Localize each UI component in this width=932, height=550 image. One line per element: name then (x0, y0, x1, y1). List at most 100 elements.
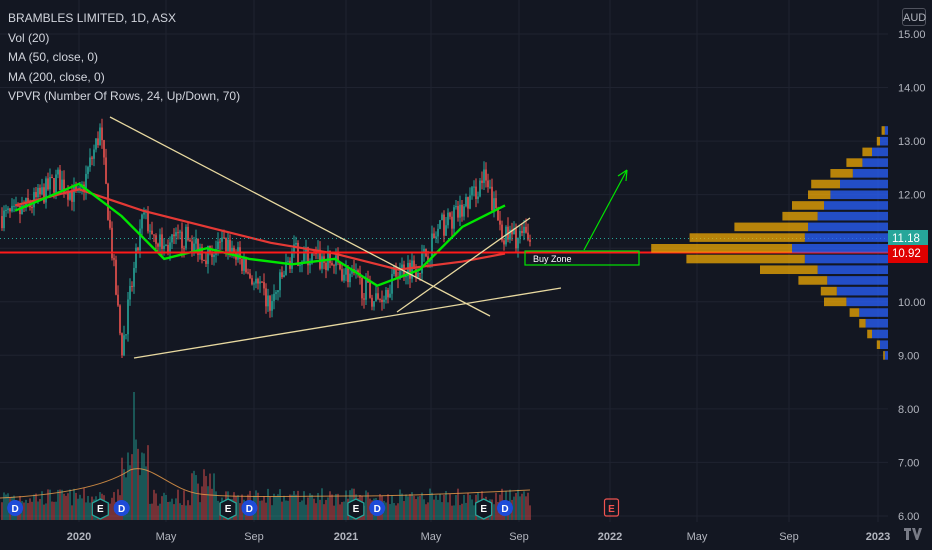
volume-bar (63, 493, 65, 520)
vpvr-row-up (862, 158, 888, 167)
volume-bar (523, 491, 525, 520)
candle-body (43, 187, 45, 203)
volume-bar (313, 498, 315, 520)
candle-body (395, 265, 397, 277)
candle-body (485, 169, 487, 181)
candle-body (201, 247, 203, 261)
legend-volume[interactable]: Vol (20) (8, 30, 50, 45)
y-tick-label: 14.00 (898, 83, 926, 95)
candle-body (225, 237, 227, 252)
candle-body (439, 220, 441, 229)
candle-body (205, 260, 207, 264)
candle-body (437, 228, 439, 237)
candle-body (453, 207, 455, 229)
volume-bar (301, 500, 303, 520)
candle-body (457, 206, 459, 218)
candle-body (185, 226, 187, 249)
vpvr-row-up (836, 286, 888, 296)
vpvr-row-down (859, 318, 866, 328)
candle-body (97, 138, 99, 146)
candle-body (187, 226, 189, 241)
candle-body (455, 206, 457, 208)
vpvr-row-up (827, 276, 888, 285)
volume-bar (143, 453, 145, 520)
volume-bar (53, 501, 55, 520)
candle-body (333, 265, 335, 267)
candle-body (193, 243, 195, 253)
candle-body (133, 268, 135, 287)
volume-bar (151, 503, 153, 520)
volume-bar (39, 498, 41, 520)
candle-body (121, 333, 123, 356)
candle-body (345, 267, 347, 275)
volume-bar (517, 489, 519, 520)
volume-bar (237, 495, 239, 520)
volume-bar (285, 500, 287, 520)
candle-body (197, 238, 199, 255)
candle-body (51, 177, 53, 179)
candle-body (45, 178, 47, 203)
volume-bar (527, 492, 529, 520)
vpvr-row-down (824, 297, 847, 307)
candle-body (191, 241, 193, 253)
candle-body (303, 253, 305, 262)
volume-bar (333, 505, 335, 520)
legend-ma50[interactable]: MA (50, close, 0) (8, 50, 99, 64)
candle-body (47, 178, 49, 190)
volume-bar (109, 503, 111, 520)
volume-bar (299, 502, 301, 520)
candle-body (375, 293, 377, 302)
volume-bar (199, 502, 201, 520)
candle-body (503, 240, 505, 245)
candle-body (297, 242, 299, 266)
candle-body (129, 286, 131, 300)
legend-ma200[interactable]: MA (200, close, 0) (8, 69, 105, 84)
volume-bar (417, 496, 419, 520)
candle-body (377, 293, 379, 299)
candle-body (261, 281, 263, 283)
volume-bar (77, 498, 79, 520)
volume-bar (1, 502, 3, 520)
candle-body (391, 274, 393, 294)
volume-bar (429, 488, 431, 520)
volume-bar (453, 505, 455, 520)
volume-bar (163, 492, 165, 520)
candle-body (471, 187, 473, 196)
candle-body (373, 301, 375, 307)
dividend-marker-label: D (374, 504, 381, 515)
vpvr-row-down (798, 276, 828, 285)
candle-body (207, 245, 209, 264)
volume-bar (185, 505, 187, 520)
earnings-marker-label: E (97, 504, 104, 515)
candle-body (57, 169, 59, 175)
volume-bar (211, 488, 213, 520)
volume-bar (45, 503, 47, 520)
volume-bar (239, 503, 241, 520)
candle-body (343, 274, 345, 281)
legend-vpvr[interactable]: VPVR (Number Of Rows, 24, Up/Down, 70) (8, 89, 241, 103)
x-tick-label: Sep (244, 531, 264, 543)
candle-body (451, 216, 453, 229)
candle-body (315, 253, 317, 255)
candle-body (91, 157, 93, 159)
vpvr-row-down (782, 211, 818, 221)
volume-bar (323, 504, 325, 520)
ascending-trendline (133, 287, 562, 359)
x-tick-label: 2020 (67, 531, 91, 543)
candle-body (3, 210, 5, 229)
volume-bar (413, 495, 415, 520)
currency-button[interactable]: AUD (902, 8, 926, 26)
tradingview-logo-icon[interactable] (904, 526, 922, 542)
candle-body (229, 239, 231, 253)
legend-title[interactable]: BRAMBLES LIMITED, 1D, ASX (8, 11, 177, 25)
candle-body (445, 225, 447, 236)
volume-bar (335, 493, 337, 520)
candle-body (487, 180, 489, 188)
candle-body (41, 187, 43, 195)
candle-body (217, 241, 219, 249)
vpvr-row-up (884, 351, 888, 360)
candle-body (179, 231, 181, 233)
candle-body (141, 214, 143, 229)
candle-body (427, 256, 429, 262)
